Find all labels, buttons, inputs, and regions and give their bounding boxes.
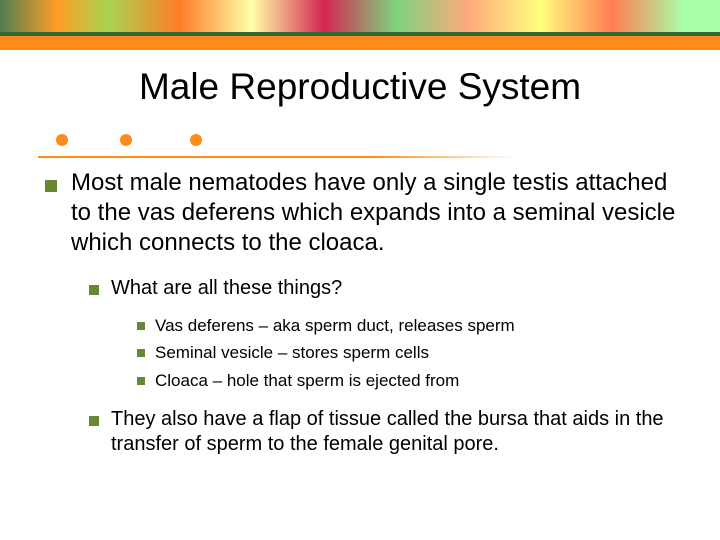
list-item: They also have a flap of tissue called t… xyxy=(89,407,690,457)
slide-title: Male Reproductive System xyxy=(0,66,720,108)
square-bullet-icon xyxy=(89,285,99,295)
bullet-text: Most male nematodes have only a single t… xyxy=(71,168,690,258)
accent-dot-icon xyxy=(56,134,68,146)
bullet-text: They also have a flap of tissue called t… xyxy=(111,407,690,457)
square-bullet-icon xyxy=(89,416,99,426)
slide-body: Most male nematodes have only a single t… xyxy=(45,168,690,471)
orange-bar xyxy=(0,36,720,50)
list-item: What are all these things? xyxy=(89,276,690,301)
list-item: Vas deferens – aka sperm duct, releases … xyxy=(137,315,690,336)
square-bullet-icon xyxy=(45,180,57,192)
accent-dot-icon xyxy=(190,134,202,146)
square-bullet-icon xyxy=(137,322,145,330)
title-underline xyxy=(38,156,518,158)
list-item: Cloaca – hole that sperm is ejected from xyxy=(137,370,690,391)
bullet-text: Cloaca – hole that sperm is ejected from xyxy=(155,370,459,391)
square-bullet-icon xyxy=(137,349,145,357)
bullet-text: Vas deferens – aka sperm duct, releases … xyxy=(155,315,515,336)
bullet-text: What are all these things? xyxy=(111,276,342,301)
accent-dot-icon xyxy=(120,134,132,146)
top-decoration-band xyxy=(0,0,720,32)
bullet-text: Seminal vesicle – stores sperm cells xyxy=(155,342,429,363)
list-item: Seminal vesicle – stores sperm cells xyxy=(137,342,690,363)
list-item: Most male nematodes have only a single t… xyxy=(45,168,690,258)
square-bullet-icon xyxy=(137,377,145,385)
